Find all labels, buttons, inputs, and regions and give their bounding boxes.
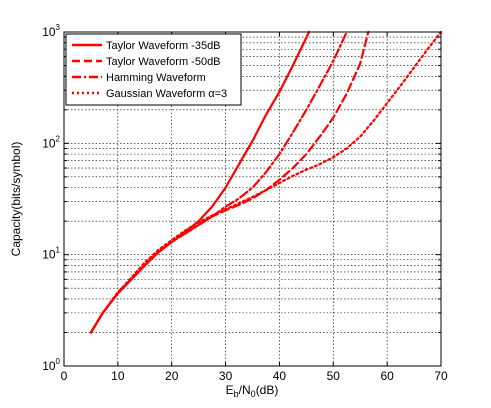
x-tick-label: 10: [111, 369, 125, 383]
x-tick-label: 60: [380, 369, 394, 383]
legend-label-taylor-35: Taylor Waveform -35dB: [106, 40, 221, 52]
x-axis-label-e: E: [226, 383, 234, 397]
x-axis-label-over-n: /N: [239, 383, 251, 397]
y-tick-label-exponent: 0: [56, 357, 61, 366]
y-tick-label-base: 10: [42, 136, 56, 150]
x-tick-label: 70: [434, 369, 448, 383]
x-axis-label-db: (dB): [256, 383, 279, 397]
legend: Taylor Waveform -35dB Taylor Waveform -5…: [65, 33, 242, 106]
y-tick-label-exponent: 3: [56, 23, 61, 32]
x-axis-label: Eb/N0(dB): [226, 383, 279, 399]
y-tick-label: 102: [42, 134, 60, 150]
x-tick-label: 0: [61, 369, 68, 383]
plot-frame: [63, 31, 442, 367]
legend-label-gaussian: Gaussian Waveform α=3: [106, 88, 227, 100]
series-line-dotted: [89, 30, 443, 334]
y-tick-label-base: 10: [42, 25, 56, 39]
x-tick-label: 50: [327, 369, 341, 383]
x-axis-label-sub-0: 0: [251, 389, 256, 399]
x-tick-label: 20: [165, 369, 179, 383]
legend-label-hamming: Hamming Waveform: [106, 72, 206, 84]
y-tick-label-base: 10: [42, 248, 56, 262]
x-tick-label: 40: [273, 369, 287, 383]
x-tick-label: 30: [219, 369, 233, 383]
x-axis-label-sub-b: b: [234, 389, 239, 399]
y-tick-label: 103: [42, 23, 60, 39]
y-tick-label: 100: [42, 357, 60, 373]
legend-label-gaussian-alpha: α=3: [208, 88, 227, 100]
series-layer: [89, 30, 443, 334]
y-tick-label-exponent: 2: [56, 134, 61, 143]
y-tick-label: 101: [42, 246, 60, 262]
series-line-dashdot: [89, 30, 348, 334]
y-tick-label-exponent: 1: [56, 246, 61, 255]
y-tick-label-base: 10: [42, 359, 56, 373]
legend-label-taylor-50: Taylor Waveform -50dB: [106, 56, 221, 68]
legend-label-gaussian-name: Gaussian Waveform: [106, 88, 205, 100]
y-axis-label: Capacity(bits/symbol): [9, 142, 23, 257]
